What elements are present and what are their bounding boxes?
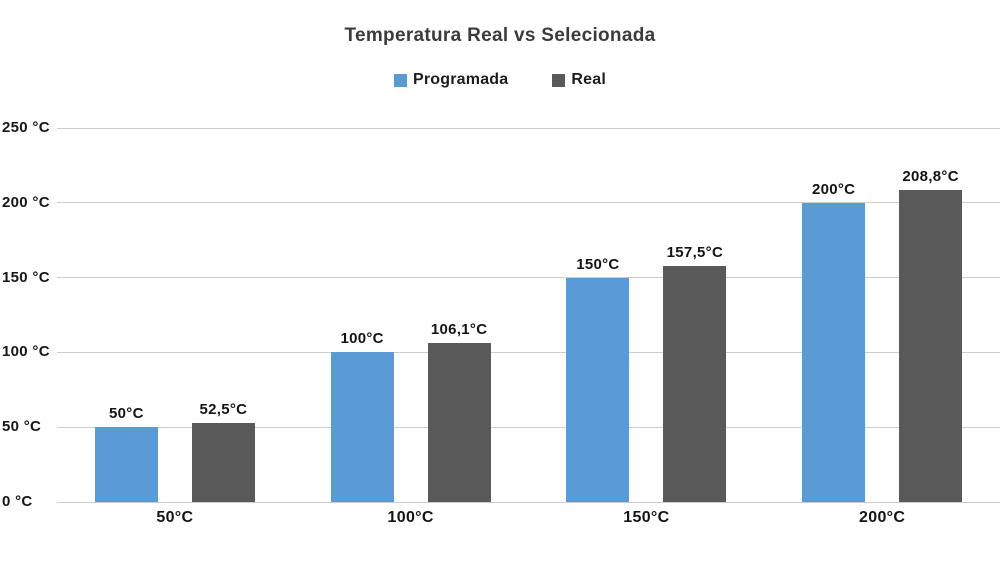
bar-real-100°C (427, 343, 491, 502)
legend: Programada Real (0, 71, 1000, 89)
legend-label-programada: Programada (413, 71, 509, 88)
gridline-200 (57, 202, 1000, 204)
bar-value-label-real-150°C: 157,5°C (666, 244, 724, 262)
gridline-150 (57, 277, 1000, 279)
x-axis-category-label-50°C: 50°C (156, 509, 194, 526)
bar-value-label-programada-50°C: 50°C (109, 405, 144, 423)
bar-value-label-programada-100°C: 100°C (340, 330, 384, 348)
legend-item-real: Real (552, 71, 606, 89)
gridline-0 (57, 501, 1000, 503)
y-axis-tick-label-150: 150 °C (2, 268, 50, 286)
x-axis-category-label-100°C: 100°C (387, 509, 434, 526)
x-axis: 50°C 100°C 150°C 200°C (0, 509, 1000, 539)
y-axis-tick-label-0: 0 °C (2, 493, 33, 510)
gridline-50 (57, 426, 1000, 428)
legend-item-programada: Programada (394, 71, 508, 89)
bar-value-label-real-50°C: 52,5°C (199, 401, 248, 419)
legend-swatch-programada (394, 73, 407, 87)
bar-value-label-real-100°C: 106,1°C (430, 321, 488, 339)
gridline-250 (57, 127, 1000, 129)
bar-real-200°C (899, 189, 963, 502)
bar-real-50°C (191, 423, 255, 502)
y-axis-tick-label-100: 100 °C (2, 343, 50, 361)
bar-programada-100°C (330, 352, 394, 502)
y-axis-tick-label-200: 200 °C (2, 193, 50, 211)
bar-programada-150°C (566, 277, 630, 502)
bar-programada-50°C (94, 427, 158, 502)
legend-swatch-real (552, 73, 566, 87)
x-axis-category-label-150°C: 150°C (623, 509, 670, 526)
chart-title: Temperatura Real vs Selecionada (344, 25, 656, 46)
plot-area: 0 °C 50 °C 100 °C 150 °C 200 °C 250 °C 50°C 52,… (0, 119, 1000, 510)
bar-programada-200°C (802, 202, 866, 502)
y-axis-tick-label-50: 50 °C (2, 418, 42, 436)
bar-value-label-programada-150°C: 150°C (576, 255, 620, 273)
y-axis-tick-label-250: 250 °C (2, 119, 50, 136)
gridline-100 (57, 351, 1000, 353)
legend-label-real: Real (571, 71, 606, 88)
bar-real-150°C (663, 266, 727, 502)
bar-value-label-real-200°C: 208,8°C (902, 167, 959, 185)
bar-value-label-programada-200°C: 200°C (811, 180, 856, 198)
x-axis-category-label-200°C: 200°C (859, 509, 906, 526)
